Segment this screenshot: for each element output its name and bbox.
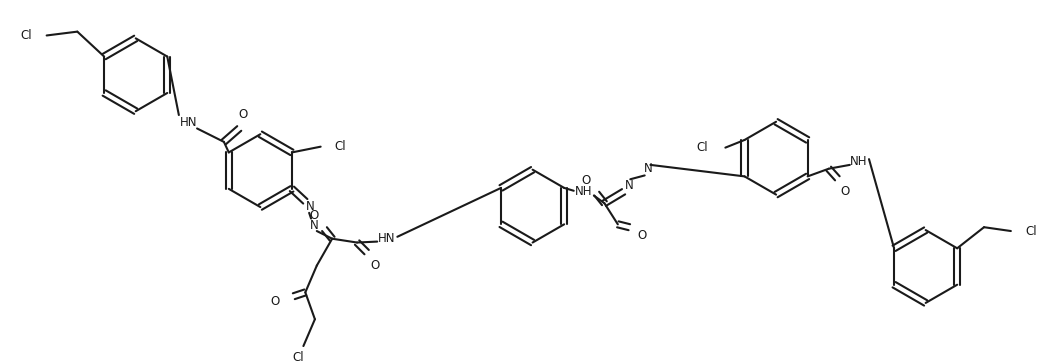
Text: O: O — [238, 108, 248, 121]
Text: NH: NH — [850, 155, 867, 168]
Text: O: O — [370, 259, 380, 272]
Text: HN: HN — [180, 116, 197, 129]
Text: O: O — [310, 209, 318, 222]
Text: N: N — [644, 162, 653, 175]
Text: N: N — [625, 180, 634, 193]
Text: Cl: Cl — [20, 29, 32, 42]
Text: O: O — [841, 185, 850, 198]
Text: N: N — [310, 219, 318, 232]
Text: N: N — [305, 199, 315, 212]
Text: O: O — [637, 230, 647, 242]
Text: Cl: Cl — [697, 141, 709, 154]
Text: Cl: Cl — [334, 140, 346, 153]
Text: O: O — [270, 295, 280, 307]
Text: O: O — [582, 174, 591, 187]
Text: NH: NH — [575, 185, 592, 198]
Text: HN: HN — [378, 232, 396, 245]
Text: Cl: Cl — [1026, 224, 1037, 237]
Text: Cl: Cl — [293, 351, 304, 362]
